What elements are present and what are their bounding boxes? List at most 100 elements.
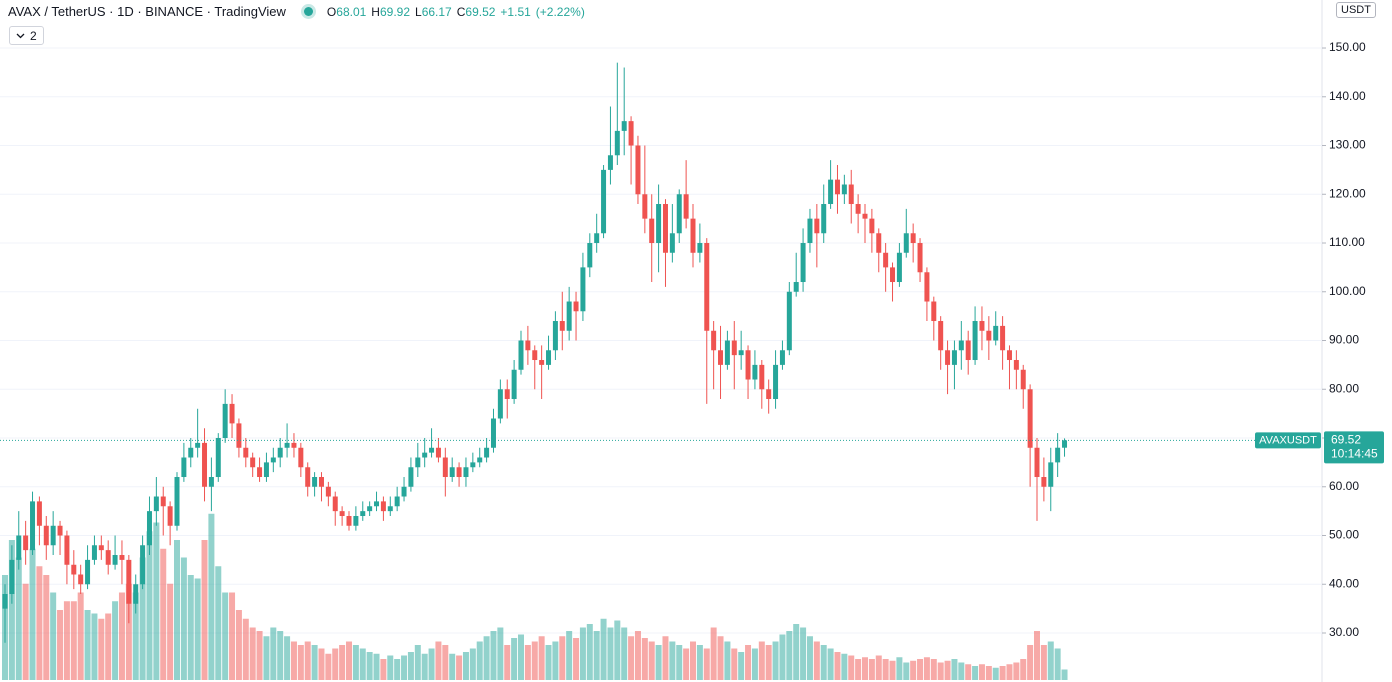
indicator-count: 2: [30, 28, 37, 43]
y-tick-label: 60.00: [1329, 479, 1359, 493]
candle-body: [222, 403, 228, 439]
volume-bar: [896, 657, 903, 680]
volume-bar: [937, 662, 944, 680]
volume-bar: [167, 583, 174, 680]
candle-body: [188, 447, 194, 458]
y-tick-label: 80.00: [1329, 381, 1359, 395]
candle-body: [202, 442, 208, 487]
volume-bar: [229, 592, 236, 680]
volume-bar: [745, 645, 752, 680]
candle-body: [353, 516, 359, 526]
candle-body: [57, 525, 63, 536]
candle-body: [181, 457, 187, 478]
volume-bar: [1020, 659, 1027, 680]
volume-bar: [634, 631, 641, 680]
candle-body: [408, 467, 414, 487]
volume-bar: [483, 636, 490, 680]
volume-bar: [36, 566, 43, 680]
candle-body: [552, 321, 558, 351]
currency-button[interactable]: USDT: [1336, 2, 1376, 18]
volume-bar: [70, 601, 77, 680]
volume-bar: [793, 624, 800, 680]
volume-bar: [800, 627, 807, 680]
volume-bar: [311, 645, 318, 680]
candle-body: [401, 486, 407, 497]
candle-body: [566, 301, 572, 331]
volume-bar: [235, 610, 242, 680]
volume-bar: [655, 645, 662, 680]
volume-bar: [490, 631, 497, 680]
indicator-toggle[interactable]: 2: [9, 26, 44, 45]
candle-body: [346, 516, 352, 526]
y-tick-label: 110.00: [1329, 235, 1365, 249]
volume-bar: [462, 652, 469, 680]
ohlc-close: C69.52: [457, 5, 496, 19]
volume-bar: [387, 655, 394, 680]
candle-body: [291, 442, 297, 448]
volume-bar: [772, 641, 779, 680]
volume-bar: [380, 659, 387, 680]
y-tick-label: 90.00: [1329, 333, 1359, 347]
candle-body: [30, 501, 36, 551]
volume-bar: [1047, 641, 1054, 680]
candle-body: [910, 233, 916, 244]
volume-bar: [1054, 648, 1061, 680]
volume-bar: [566, 631, 573, 680]
candle-body: [1006, 350, 1012, 361]
candle-body: [415, 457, 421, 468]
candle-body: [828, 179, 834, 205]
volume-bar: [511, 638, 518, 680]
candle-body: [779, 350, 785, 365]
volume-bar: [366, 652, 373, 680]
candle-body: [126, 559, 132, 604]
candle-body: [573, 301, 579, 312]
candle-body: [360, 511, 366, 517]
candle-body: [1041, 477, 1047, 487]
candle-body: [821, 204, 827, 234]
volume-bar: [841, 653, 848, 680]
volume-bar: [98, 618, 105, 680]
volume-bar: [648, 641, 655, 680]
volume-bar: [875, 655, 882, 680]
volume-bar: [118, 592, 125, 680]
volume-bar: [332, 648, 339, 680]
candle-body: [23, 535, 29, 551]
volume-bar: [758, 641, 765, 680]
candle-body: [958, 340, 964, 351]
volume-bar: [999, 666, 1006, 680]
candle-body: [463, 467, 469, 478]
candle-body: [945, 350, 951, 365]
volume-bar: [373, 653, 380, 680]
candle-body: [1062, 440, 1068, 448]
candle-body: [339, 511, 345, 517]
ohlc-value: 66.17: [421, 4, 452, 19]
price-tag-bg: [1324, 431, 1384, 464]
candle-body: [786, 291, 792, 351]
candle-body: [277, 447, 283, 458]
volume-bar: [1013, 662, 1020, 680]
volume-bar: [297, 645, 304, 680]
y-tick-label: 120.00: [1329, 186, 1366, 200]
volume-bar: [910, 660, 917, 680]
y-tick-label: 150.00: [1329, 40, 1366, 54]
candle-body: [546, 350, 552, 365]
candle-body: [374, 501, 380, 507]
volume-bar: [187, 575, 194, 680]
candle-body: [71, 564, 77, 575]
candle-body: [64, 535, 70, 565]
candle-body: [559, 321, 565, 331]
candle-body: [270, 457, 276, 463]
volume-bar: [786, 631, 793, 680]
volume-bar: [545, 645, 552, 680]
volume-bar: [518, 634, 524, 680]
volume-bar: [284, 636, 291, 680]
candle-body: [773, 364, 779, 400]
candle-body: [683, 194, 689, 219]
volume-bar: [882, 659, 889, 680]
candle-body: [587, 243, 593, 268]
candle-body: [614, 130, 620, 156]
candle-body: [394, 496, 400, 507]
candle-body: [1000, 325, 1006, 351]
symbol-tag: AVAXUSDT: [1259, 434, 1317, 446]
candle-body: [903, 233, 909, 253]
